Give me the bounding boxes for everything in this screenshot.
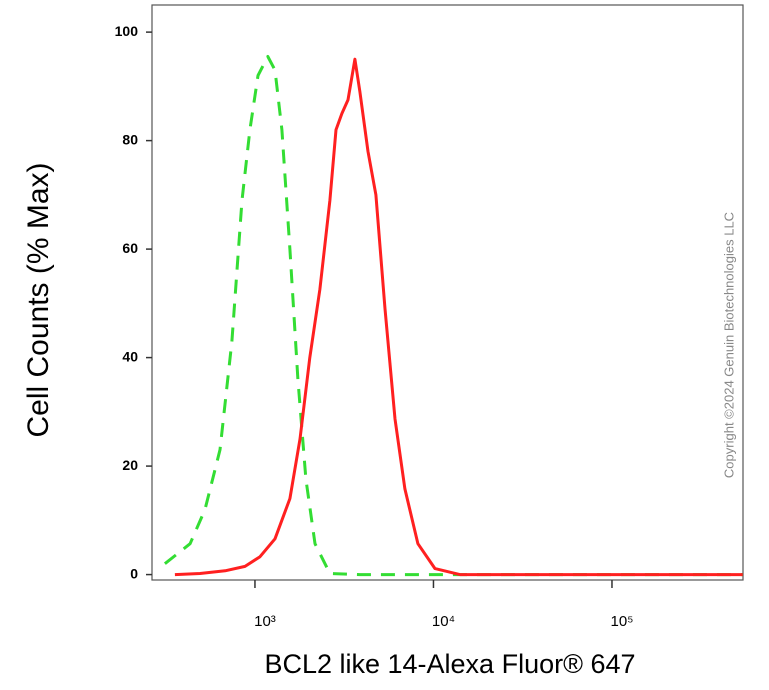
x-tick-label: 10⁴ bbox=[432, 613, 455, 630]
y-tick-label: 40 bbox=[122, 348, 138, 364]
y-tick-label: 60 bbox=[122, 240, 138, 256]
plot-frame bbox=[151, 4, 744, 581]
x-tick-label: 10³ bbox=[254, 613, 276, 630]
y-tick-label: 0 bbox=[130, 565, 138, 581]
x-axis-label: BCL2 like 14-Alexa Fluor® 647 bbox=[264, 649, 635, 679]
y-tick-label: 20 bbox=[122, 457, 138, 473]
y-tick-label: 100 bbox=[115, 23, 139, 39]
series-line bbox=[163, 55, 743, 577]
copyright: Copyright ©2024 Genuin Biotechnologies L… bbox=[721, 212, 736, 478]
x-tick-label: 10⁵ bbox=[611, 613, 634, 630]
y-tick-label: 80 bbox=[122, 131, 138, 147]
series-line bbox=[174, 57, 743, 577]
y-axis-label: Cell Counts (% Max) bbox=[22, 162, 55, 437]
